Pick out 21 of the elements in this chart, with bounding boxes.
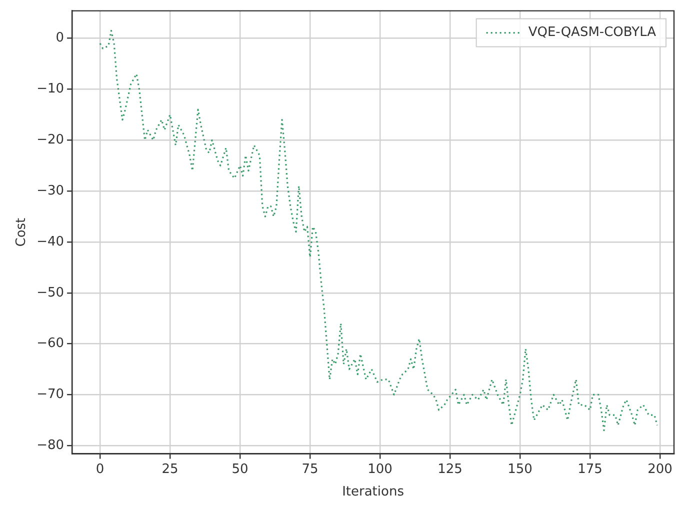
y-tick-label: −80 — [36, 438, 64, 454]
y-tick-label: −40 — [36, 234, 64, 250]
y-tick-label: −20 — [36, 132, 64, 148]
y-tick-label: −30 — [36, 183, 64, 198]
x-axis-title: Iterations — [342, 484, 404, 500]
y-axis-title: Cost — [14, 218, 30, 247]
y-tick-label: 0 — [56, 30, 64, 46]
x-tick-label: 150 — [508, 462, 532, 477]
x-tick-label: 75 — [302, 462, 318, 477]
x-tick-label: 200 — [648, 462, 672, 477]
x-tick-label: 175 — [578, 462, 602, 477]
y-tick-label: −60 — [36, 336, 64, 352]
x-tick-label: 25 — [162, 462, 178, 477]
y-tick-label: −10 — [36, 82, 64, 97]
y-tick-label: −70 — [36, 387, 64, 402]
x-tick-label: 125 — [438, 462, 462, 477]
legend-label: VQE-QASM-COBYLA — [528, 25, 656, 40]
x-tick-label: 100 — [368, 462, 392, 477]
x-tick-label: 50 — [232, 462, 248, 477]
y-tick-label: −50 — [36, 285, 64, 300]
x-tick-label: 0 — [96, 462, 104, 477]
